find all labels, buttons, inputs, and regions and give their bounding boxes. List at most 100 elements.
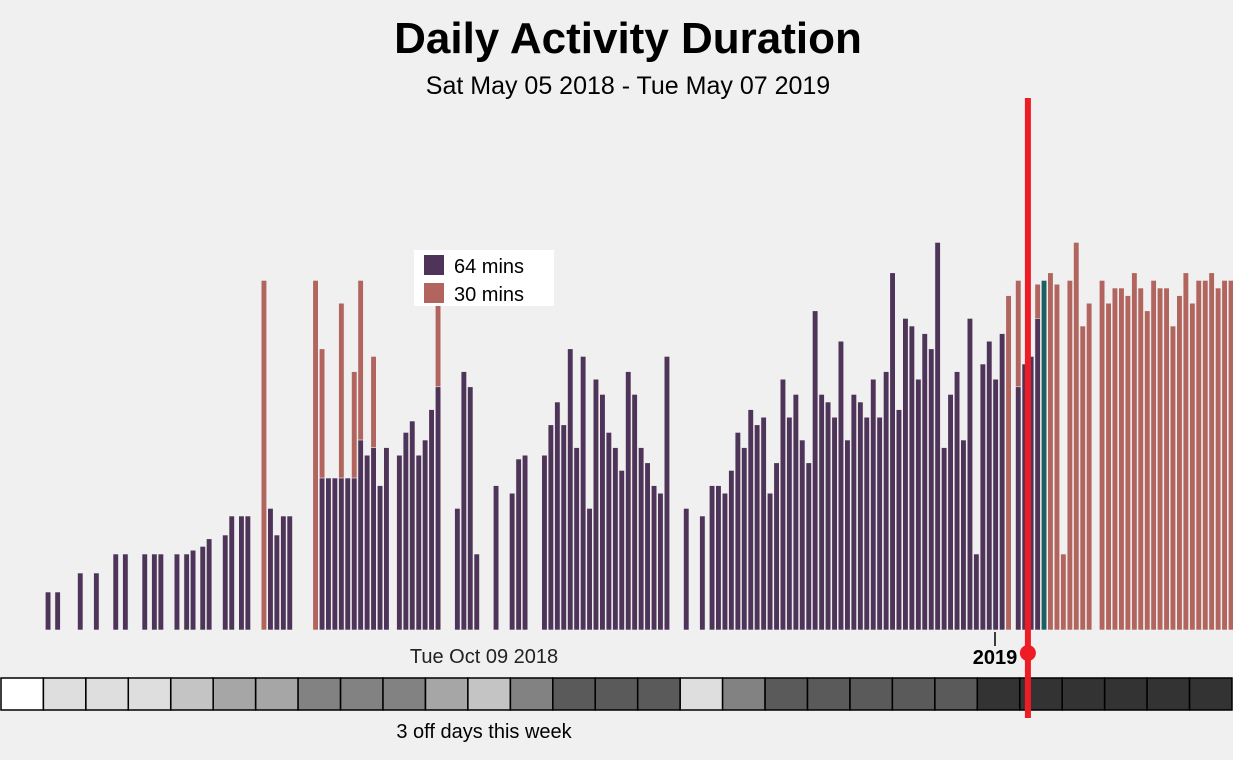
week-cell-15[interactable] (636, 677, 681, 711)
bar-30-35 (1189, 302, 1196, 631)
bar-64-54 (580, 356, 587, 631)
bar-64-42 (467, 386, 474, 631)
week-cell-16[interactable] (679, 677, 724, 711)
week-cell-25[interactable] (1061, 677, 1106, 711)
bar-64-51 (560, 424, 567, 631)
bar-64-5 (122, 553, 129, 631)
bar-30-40 (1221, 280, 1228, 631)
week-cell-11[interactable] (467, 677, 512, 711)
week-cell-27[interactable] (1146, 677, 1191, 711)
week-cell-2[interactable] (85, 677, 130, 711)
bar-64-97 (883, 371, 890, 631)
bar-64-78 (760, 416, 767, 631)
bar-30-29 (1150, 280, 1157, 631)
bar-64-98 (889, 272, 896, 631)
bar-30-25 (1124, 295, 1131, 631)
week-cell-6[interactable] (254, 677, 299, 711)
bar-64-7 (151, 553, 158, 631)
bar-64-28 (357, 439, 364, 631)
bar-64-71 (715, 485, 722, 631)
bar-64-32 (383, 447, 390, 631)
bar-64-0 (44, 591, 52, 631)
bar-64-41 (460, 371, 467, 631)
week-cell-4[interactable] (170, 677, 214, 711)
bar-64-30 (370, 447, 377, 631)
bar-64-99 (895, 409, 903, 631)
week-cell-3[interactable] (127, 677, 172, 711)
week-cell-14[interactable] (594, 677, 639, 711)
week-cell-12[interactable] (509, 677, 554, 711)
bar-64-31 (376, 485, 384, 631)
bar-highlight-0 (1041, 280, 1048, 631)
bar-64-15 (228, 515, 235, 631)
week-cell-9[interactable] (382, 677, 427, 711)
week-cell-28[interactable] (1188, 677, 1233, 711)
week-cell-22[interactable] (934, 677, 979, 711)
legend-label-30: 30 mins (454, 284, 524, 306)
week-cell-21[interactable] (891, 677, 936, 711)
week-cell-1[interactable] (42, 677, 87, 711)
bar-64-33 (396, 454, 403, 631)
legend-swatch-30 (424, 283, 444, 303)
bar-64-95 (870, 378, 877, 631)
bar-64-26 (344, 477, 351, 631)
bar-30-28 (1144, 310, 1151, 631)
bar-64-55 (586, 508, 593, 631)
bar-64-104 (928, 348, 935, 631)
week-cell-23[interactable] (976, 677, 1021, 711)
bar-30-20 (1086, 302, 1093, 631)
week-cell-13[interactable] (552, 677, 596, 711)
bar-30-23 (1111, 287, 1118, 631)
bar-30-1 (312, 280, 319, 631)
bar-64-27 (351, 477, 358, 631)
bar-64-72 (721, 492, 729, 631)
bar-30-34 (1182, 272, 1189, 631)
bar-64-106 (941, 447, 948, 631)
cursor-handle[interactable] (1019, 645, 1036, 661)
bar-64-56 (592, 378, 600, 631)
week-cell-26[interactable] (1103, 677, 1148, 711)
bar-30-17 (1066, 280, 1073, 631)
week-cell-19[interactable] (806, 677, 851, 711)
week-cell-18[interactable] (764, 677, 809, 711)
bar-64-46 (515, 458, 522, 631)
bar-64-87 (818, 394, 825, 631)
week-cell-20[interactable] (849, 677, 894, 711)
bar-64-76 (747, 409, 754, 631)
bar-30-16 (1060, 553, 1067, 631)
week-cell-5[interactable] (212, 677, 257, 711)
bar-64-63 (638, 447, 645, 631)
bar-64-57 (599, 394, 606, 631)
bar-64-52 (567, 348, 574, 631)
bar-64-89 (831, 416, 838, 631)
bar-64-45 (509, 492, 516, 631)
bar-64-35 (409, 420, 416, 631)
bar-64-88 (824, 401, 832, 631)
week-cell-10[interactable] (424, 677, 469, 711)
bar-64-9 (173, 553, 180, 631)
bar-30-18 (1073, 242, 1080, 631)
bar-64-83 (792, 394, 799, 631)
bar-64-80 (773, 462, 780, 631)
bar-64-40 (454, 508, 461, 631)
bar-64-82 (786, 416, 793, 631)
bar-64-44 (492, 485, 500, 631)
bar-64-108 (953, 371, 961, 631)
bar-64-68 (683, 508, 690, 631)
week-cell-7[interactable] (297, 677, 342, 711)
bar-30-31 (1163, 287, 1170, 631)
week-cell-0[interactable] (0, 677, 45, 711)
bar-64-49 (547, 424, 554, 631)
bar-64-101 (908, 325, 915, 631)
bar-64-65 (650, 485, 658, 631)
bars-layer (44, 242, 1233, 631)
bar-64-86 (812, 310, 819, 631)
week-cell-8[interactable] (339, 677, 384, 711)
x-axis: 2019 Tue Oct 09 2018 (410, 632, 1017, 669)
date-cursor[interactable] (1019, 98, 1036, 718)
bar-30-19 (1079, 325, 1086, 631)
bar-64-81 (779, 378, 787, 631)
week-cell-17[interactable] (721, 677, 766, 711)
bar-30-15 (1053, 283, 1060, 631)
